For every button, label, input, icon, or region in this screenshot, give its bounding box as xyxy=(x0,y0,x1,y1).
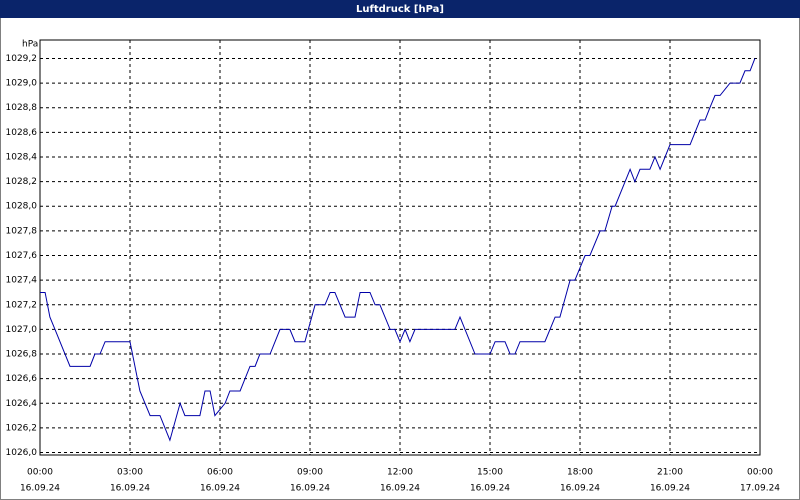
x-tick-label: 12:00 xyxy=(387,468,413,478)
x-tick-date: 16.09.24 xyxy=(110,484,150,494)
chart-title: Luftdruck [hPa] xyxy=(356,4,444,15)
x-tick-label: 15:00 xyxy=(477,468,503,478)
y-tick-label: 1028,6 xyxy=(6,128,38,138)
x-tick-label: 00:00 xyxy=(27,468,53,478)
x-tick-date: 16.09.24 xyxy=(650,484,690,494)
y-tick-label: 1026,6 xyxy=(6,374,38,384)
x-tick-label: 06:00 xyxy=(207,468,233,478)
x-tick-date: 17.09.24 xyxy=(740,484,780,494)
y-tick-label: 1026,4 xyxy=(6,399,38,409)
y-tick-label: 1028,2 xyxy=(6,177,38,187)
x-tick-label: 18:00 xyxy=(567,468,593,478)
data-line xyxy=(40,58,756,442)
x-tick-date: 16.09.24 xyxy=(20,484,60,494)
plot-area xyxy=(39,39,761,456)
y-tick-label: 1027,0 xyxy=(6,325,38,335)
x-tick-label: 21:00 xyxy=(657,468,683,478)
title-bar xyxy=(0,0,800,18)
y-tick-label: 1027,8 xyxy=(6,226,38,236)
y-tick-label: 1027,2 xyxy=(6,300,38,310)
x-tick-date: 16.09.24 xyxy=(380,484,420,494)
y-tick-label: 1026,8 xyxy=(6,350,38,360)
y-tick-label: 1026,2 xyxy=(6,423,38,433)
x-tick-label: 00:00 xyxy=(747,468,773,478)
y-tick-label: 1028,0 xyxy=(6,202,38,212)
y-tick-label: 1027,6 xyxy=(6,251,38,261)
x-tick-label: 03:00 xyxy=(117,468,143,478)
x-tick-date: 16.09.24 xyxy=(470,484,510,494)
x-tick-date: 16.09.24 xyxy=(290,484,330,494)
y-tick-label: 1029,0 xyxy=(6,79,38,89)
x-tick-label: 09:00 xyxy=(297,468,323,478)
y-tick-label: 1028,4 xyxy=(6,152,38,162)
x-tick-date: 16.09.24 xyxy=(560,484,600,494)
y-tick-label: 1029,2 xyxy=(6,54,38,64)
y-tick-label: 1028,8 xyxy=(6,103,38,113)
x-tick-date: 16.09.24 xyxy=(200,484,240,494)
y-unit: hPa xyxy=(22,40,38,50)
y-tick-label: 1027,4 xyxy=(6,276,38,286)
y-tick-label: 1026,0 xyxy=(6,448,38,458)
